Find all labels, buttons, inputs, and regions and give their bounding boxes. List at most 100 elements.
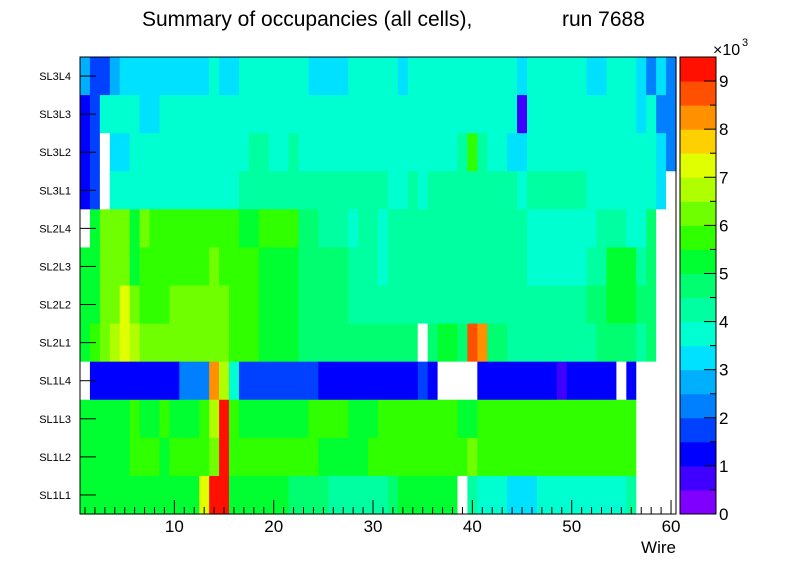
heatmap-cell xyxy=(219,361,230,401)
heatmap-cell xyxy=(636,285,647,325)
heatmap-cell xyxy=(139,285,170,325)
heatmap-cell xyxy=(248,133,270,172)
heatmap-cell xyxy=(89,399,131,439)
heatmap-cell xyxy=(348,209,359,249)
heatmap-cell xyxy=(387,247,528,287)
heatmap-cell xyxy=(209,247,220,287)
heatmap-cell xyxy=(626,475,637,515)
color-scale-band xyxy=(680,129,716,154)
color-scale-band xyxy=(680,105,716,130)
heatmap-cell xyxy=(477,133,488,172)
heatmap-cell xyxy=(129,285,141,325)
color-scale-tick-label: 8 xyxy=(719,120,728,139)
heatmap-cell xyxy=(387,475,399,515)
heatmap-cell xyxy=(666,171,677,210)
heatmap-cell xyxy=(457,323,468,363)
heatmap-cell xyxy=(129,323,141,363)
heatmap-cell xyxy=(129,209,141,249)
heatmap-cell xyxy=(487,323,508,363)
y-tick-label: SL3L2 xyxy=(39,147,71,159)
heatmap-cell xyxy=(457,437,468,477)
heatmap-cell xyxy=(169,399,200,439)
heatmap-cell xyxy=(238,437,260,477)
chart-title: Summary of occupancies (all cells), xyxy=(142,8,472,31)
heatmap-cell xyxy=(566,361,617,401)
heatmap-cell xyxy=(417,361,429,401)
heatmap-cell xyxy=(209,437,220,477)
x-tick-label: 60 xyxy=(662,517,681,536)
heatmap-cell xyxy=(219,399,230,439)
heatmap-cell xyxy=(308,399,349,439)
heatmap-cell xyxy=(348,285,379,325)
heatmap-cell xyxy=(298,209,319,249)
heatmap-cell xyxy=(646,247,657,287)
heatmap-cell xyxy=(606,57,637,96)
color-scale-band xyxy=(680,489,716,515)
y-tick-label: SL1L4 xyxy=(39,376,71,388)
heatmap-cell xyxy=(358,209,379,249)
heatmap-cell xyxy=(656,133,667,172)
heatmap-cell xyxy=(209,475,230,515)
color-scale-band xyxy=(680,393,716,419)
heatmap-cell xyxy=(527,171,588,210)
heatmap-cell xyxy=(437,323,459,363)
heatmap-cell xyxy=(467,323,478,363)
y-tick-label: SL2L3 xyxy=(39,261,71,273)
heatmap-cell xyxy=(606,285,637,325)
y-tick-label: SL2L2 xyxy=(39,300,71,312)
heatmap-cell xyxy=(626,361,637,401)
heatmap-cell xyxy=(397,57,409,96)
heatmap-cell xyxy=(596,209,627,249)
y-tick-label: SL3L1 xyxy=(39,185,71,197)
heatmap-cell xyxy=(258,323,300,363)
color-scale-band xyxy=(680,153,716,178)
x-tick-label: 30 xyxy=(364,517,383,536)
heatmap-cell xyxy=(159,399,170,439)
heatmap-cell xyxy=(258,437,319,477)
heatmap-cell xyxy=(159,95,528,134)
heatmap-cell xyxy=(397,475,459,515)
heatmap-cell xyxy=(606,247,637,287)
heatmap-cell xyxy=(636,437,677,477)
heatmap-cell xyxy=(209,361,220,401)
color-scale-tick-label: 1 xyxy=(719,457,728,476)
heatmap-cell xyxy=(417,171,429,210)
heatmap-cell xyxy=(179,361,210,401)
heatmap-cell xyxy=(378,399,409,439)
heatmap-cell xyxy=(298,133,459,172)
heatmap-cell xyxy=(119,323,131,363)
heatmap-cell xyxy=(229,361,240,401)
heatmap-cell xyxy=(229,399,240,439)
heatmap-cell xyxy=(338,437,349,477)
heatmap-cell xyxy=(656,285,677,325)
heatmap-cell xyxy=(139,209,151,249)
heatmap-cell xyxy=(626,209,647,249)
heatmap-cell xyxy=(129,133,250,172)
heatmap-cell xyxy=(238,399,310,439)
heatmap-cell xyxy=(636,323,647,363)
color-scale-band xyxy=(680,321,716,347)
color-scale-band xyxy=(680,369,716,395)
y-tick-label: SL2L4 xyxy=(39,223,71,235)
heatmap-cell xyxy=(596,323,637,363)
heatmap-cell xyxy=(427,323,439,363)
heatmap-cell xyxy=(636,475,677,515)
y-tick-label: SL2L1 xyxy=(39,338,71,350)
heatmap-cell xyxy=(517,57,528,96)
heatmap-cell xyxy=(169,437,210,477)
heatmap-cell xyxy=(556,399,598,439)
heatmap-cell xyxy=(656,95,677,134)
plot-frame xyxy=(79,56,677,515)
heatmap-cell xyxy=(229,285,260,325)
y-tick-label: SL3L4 xyxy=(39,71,71,83)
heatmap-cell xyxy=(378,209,389,249)
heatmap-cell xyxy=(636,399,677,439)
heatmap-cell xyxy=(477,361,558,401)
heatmap-cell xyxy=(199,399,210,439)
heatmap-cell xyxy=(348,437,369,477)
heatmap-cell xyxy=(119,57,210,96)
heatmap-cell xyxy=(636,57,647,96)
heatmap-cell xyxy=(169,285,230,325)
x-axis: 10 20 30 40 50 60 xyxy=(84,500,681,536)
heatmap-cell xyxy=(258,285,300,325)
